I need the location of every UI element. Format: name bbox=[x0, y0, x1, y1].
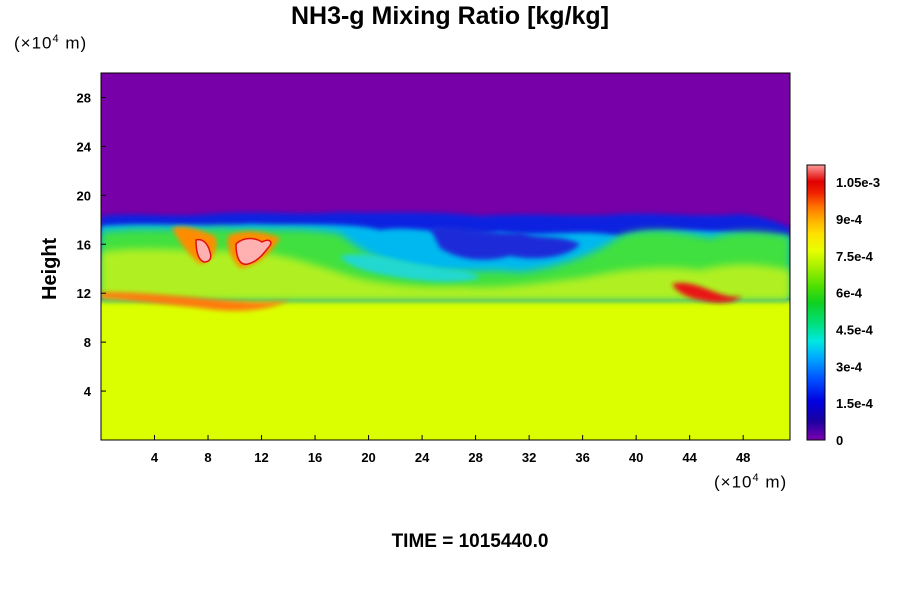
colorbar-label: 6e-4 bbox=[836, 286, 863, 301]
colorbar-label-group: 0 1.5e-4 3e-4 4.5e-4 6e-4 7.5e-4 9e-4 1.05e-3 bbox=[836, 175, 880, 448]
colorbar-label: 1.05e-3 bbox=[836, 175, 880, 190]
colorbar-label: 4.5e-4 bbox=[836, 323, 874, 338]
y-tick-label: 16 bbox=[77, 237, 91, 252]
x-tick-label: 12 bbox=[254, 450, 268, 465]
y-axis-unit-label: (×104 m) bbox=[14, 33, 88, 53]
colorbar-label: 1.5e-4 bbox=[836, 396, 874, 411]
lower-layer-band bbox=[101, 300, 790, 440]
mixing-zone-cyan-pocket bbox=[340, 254, 480, 282]
x-tick-label: 36 bbox=[575, 450, 589, 465]
y-tick-label: 8 bbox=[84, 335, 91, 350]
colorbar-label: 7.5e-4 bbox=[836, 249, 874, 264]
x-tick-label: 44 bbox=[682, 450, 697, 465]
mixing-zone-blue-pocket bbox=[430, 227, 580, 260]
x-tick-label: 32 bbox=[522, 450, 536, 465]
x-tick-label: 48 bbox=[736, 450, 750, 465]
x-tick-label: 16 bbox=[308, 450, 322, 465]
right-red-patch bbox=[672, 282, 742, 303]
colorbar bbox=[806, 164, 826, 441]
peak-patch-2 bbox=[235, 237, 272, 266]
y-tick-group: 4 8 12 16 20 24 28 bbox=[77, 90, 106, 399]
chart-title: NH3-g Mixing Ratio [kg/kg] bbox=[290, 2, 610, 30]
mixing-zone-lime bbox=[101, 248, 790, 300]
x-tick-label: 28 bbox=[468, 450, 482, 465]
y-tick-label: 20 bbox=[77, 188, 91, 203]
y-tick-label: 28 bbox=[77, 90, 91, 105]
plot-frame bbox=[100, 72, 791, 441]
colorbar-label: 3e-4 bbox=[836, 359, 863, 374]
colorbar-label: 9e-4 bbox=[836, 212, 863, 227]
x-axis-unit-label: (×104 m) bbox=[714, 472, 788, 492]
heatmap-field bbox=[101, 73, 790, 440]
y-tick-label: 24 bbox=[77, 139, 92, 154]
lower-orange-band bbox=[101, 292, 290, 311]
x-tick-label: 4 bbox=[151, 450, 159, 465]
x-tick-label: 20 bbox=[361, 450, 375, 465]
time-label: TIME = 1015440.0 bbox=[391, 531, 549, 552]
x-tick-label: 8 bbox=[204, 450, 211, 465]
peak-patch-1 bbox=[195, 238, 212, 263]
y-tick-label: 4 bbox=[84, 384, 92, 399]
colorbar-label: 0 bbox=[836, 433, 843, 448]
x-tick-group: 4 8 12 16 20 24 28 32 36 40 44 48 bbox=[151, 435, 750, 465]
y-tick-label: 12 bbox=[77, 286, 91, 301]
x-tick-label: 40 bbox=[629, 450, 643, 465]
x-tick-label: 24 bbox=[415, 450, 430, 465]
